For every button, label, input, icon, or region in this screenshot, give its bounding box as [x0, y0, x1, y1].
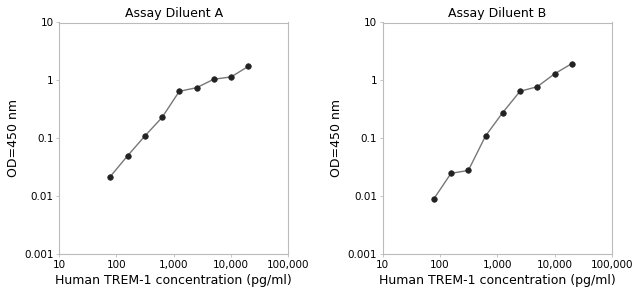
Y-axis label: OD=450 nm: OD=450 nm	[7, 99, 20, 177]
Title: Assay Diluent A: Assay Diluent A	[125, 7, 223, 20]
Y-axis label: OD=450 nm: OD=450 nm	[330, 99, 344, 177]
X-axis label: Human TREM-1 concentration (pg/ml): Human TREM-1 concentration (pg/ml)	[379, 274, 616, 287]
Title: Assay Diluent B: Assay Diluent B	[448, 7, 547, 20]
X-axis label: Human TREM-1 concentration (pg/ml): Human TREM-1 concentration (pg/ml)	[56, 274, 292, 287]
